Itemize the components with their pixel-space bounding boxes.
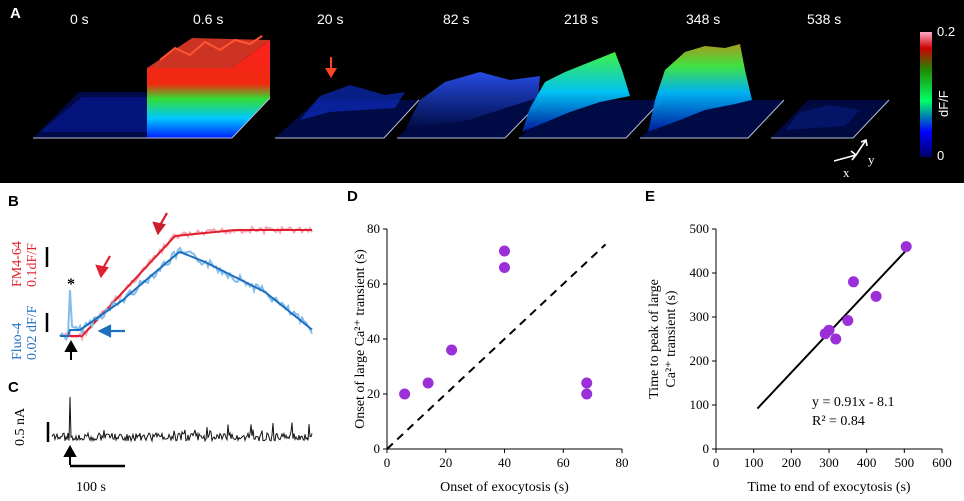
asterisk-marker: *	[67, 276, 75, 293]
x-tick-label: 60	[557, 455, 570, 470]
y-tick-label: 200	[690, 353, 710, 368]
surface-538s	[771, 99, 890, 139]
panel-a-time-labels: 0 s 0.6 s 20 s 82 s 218 s 348 s 538 s	[70, 11, 841, 27]
y-axis-label-line2: Ca²⁺ transient (s)	[664, 290, 679, 387]
identity-line	[386, 243, 607, 450]
y-axis-label: Onset of large Ca²⁺ transient (s)	[353, 249, 368, 429]
colorbar-min: 0	[937, 148, 944, 163]
colorbar-label: dF/F	[936, 90, 951, 117]
fit-equation: y = 0.91x - 8.1	[812, 395, 895, 410]
x-axis-label: Onset of exocytosis (s)	[440, 480, 569, 495]
x-tick-label: 600	[932, 455, 952, 470]
y-axis-label-line1: Time to peak of large	[647, 279, 662, 399]
y-tick-label: 400	[690, 265, 710, 280]
data-point	[422, 377, 434, 389]
plot-e: 0 100 200 300 400 500 600 0 100 200 300 400 500 Time …	[647, 221, 952, 495]
colorbar	[920, 32, 932, 157]
time-label-4: 218 s	[564, 11, 598, 27]
time-label-1: 0.6 s	[193, 11, 223, 27]
panel-c-letter: C	[8, 379, 19, 396]
y-tick-label: 100	[690, 397, 710, 412]
x-tick-label: 80	[616, 455, 629, 470]
data-point	[581, 377, 593, 389]
fm-trace-raw	[59, 225, 313, 342]
current-trace	[51, 396, 313, 443]
time-scale-label: 100 s	[76, 480, 106, 495]
x-tick-label: 300	[819, 455, 839, 470]
axis-x-label: x	[843, 165, 850, 180]
y-tick-label: 0	[374, 441, 381, 456]
fluo-label: Fluo-4	[10, 323, 25, 360]
x-tick-label: 200	[782, 455, 802, 470]
x-axis-label: Time to end of exocytosis (s)	[747, 480, 911, 495]
data-point	[499, 245, 510, 257]
x-tick-label: 100	[744, 455, 764, 470]
plot-d: 0 20 40 60 80 0 20 40 60 80 Onset of exocytosis (s…	[353, 221, 629, 495]
x-tick-label: 400	[857, 455, 877, 470]
fit-r2: R² = 0.84	[812, 414, 865, 429]
blue-arrow	[97, 324, 125, 338]
panel-d-letter: D	[347, 188, 358, 205]
time-label-5: 348 s	[686, 11, 720, 27]
axis-y-label: y	[868, 152, 875, 167]
stim-arrow-c	[63, 444, 77, 465]
panel-e-letter: E	[645, 188, 655, 205]
data-point	[499, 262, 510, 273]
red-arrow-2	[152, 212, 168, 236]
y-tick-label: 20	[367, 386, 380, 401]
data-point	[900, 241, 912, 253]
y-tick-label: 0	[703, 441, 710, 456]
x-tick-label: 500	[895, 455, 915, 470]
fluo-trace-raw	[59, 246, 313, 342]
stim-arrow-b	[64, 339, 78, 360]
time-label-0: 0 s	[70, 11, 89, 27]
data-point	[823, 324, 835, 336]
x-tick-label: 40	[498, 455, 511, 470]
x-tick-label: 20	[439, 455, 452, 470]
panel-a-letter: A	[10, 5, 21, 22]
y-tick-label: 500	[690, 221, 710, 236]
surface-0.6s	[147, 35, 271, 139]
data-point	[870, 290, 882, 302]
fluo-scale-label: 0.02 dF/F	[25, 305, 40, 360]
time-label-2: 20 s	[317, 11, 343, 27]
surface-348s	[640, 44, 785, 139]
panel-b-letter: B	[8, 193, 19, 210]
data-point	[842, 315, 854, 327]
colorbar-max: 0.2	[937, 24, 955, 39]
data-point	[446, 344, 458, 356]
red-arrow-1	[95, 255, 111, 279]
time-label-3: 82 s	[443, 11, 469, 27]
fluo-trace	[59, 246, 313, 342]
surface-82s	[397, 72, 543, 139]
y-tick-label: 300	[690, 309, 710, 324]
time-label-6: 538 s	[807, 11, 841, 27]
fm-scale-label: 0.1dF/F	[25, 243, 40, 287]
data-point	[581, 388, 593, 400]
y-tick-label: 40	[367, 331, 380, 346]
data-point	[847, 276, 859, 288]
y-tick-label: 60	[367, 276, 380, 291]
y-tick-label: 80	[367, 221, 380, 236]
fm-label: FM4-64	[10, 241, 25, 287]
x-tick-label: 0	[713, 455, 720, 470]
data-point	[830, 333, 842, 345]
current-scale-label: 0.5 nA	[13, 407, 28, 446]
axis-indicator	[833, 138, 868, 162]
x-tick-label: 0	[384, 455, 391, 470]
fm-trace	[59, 225, 313, 342]
surface-20s	[275, 57, 420, 139]
fluo-trace-fit	[60, 250, 313, 337]
data-point	[399, 388, 411, 400]
surface-218s	[519, 52, 663, 139]
